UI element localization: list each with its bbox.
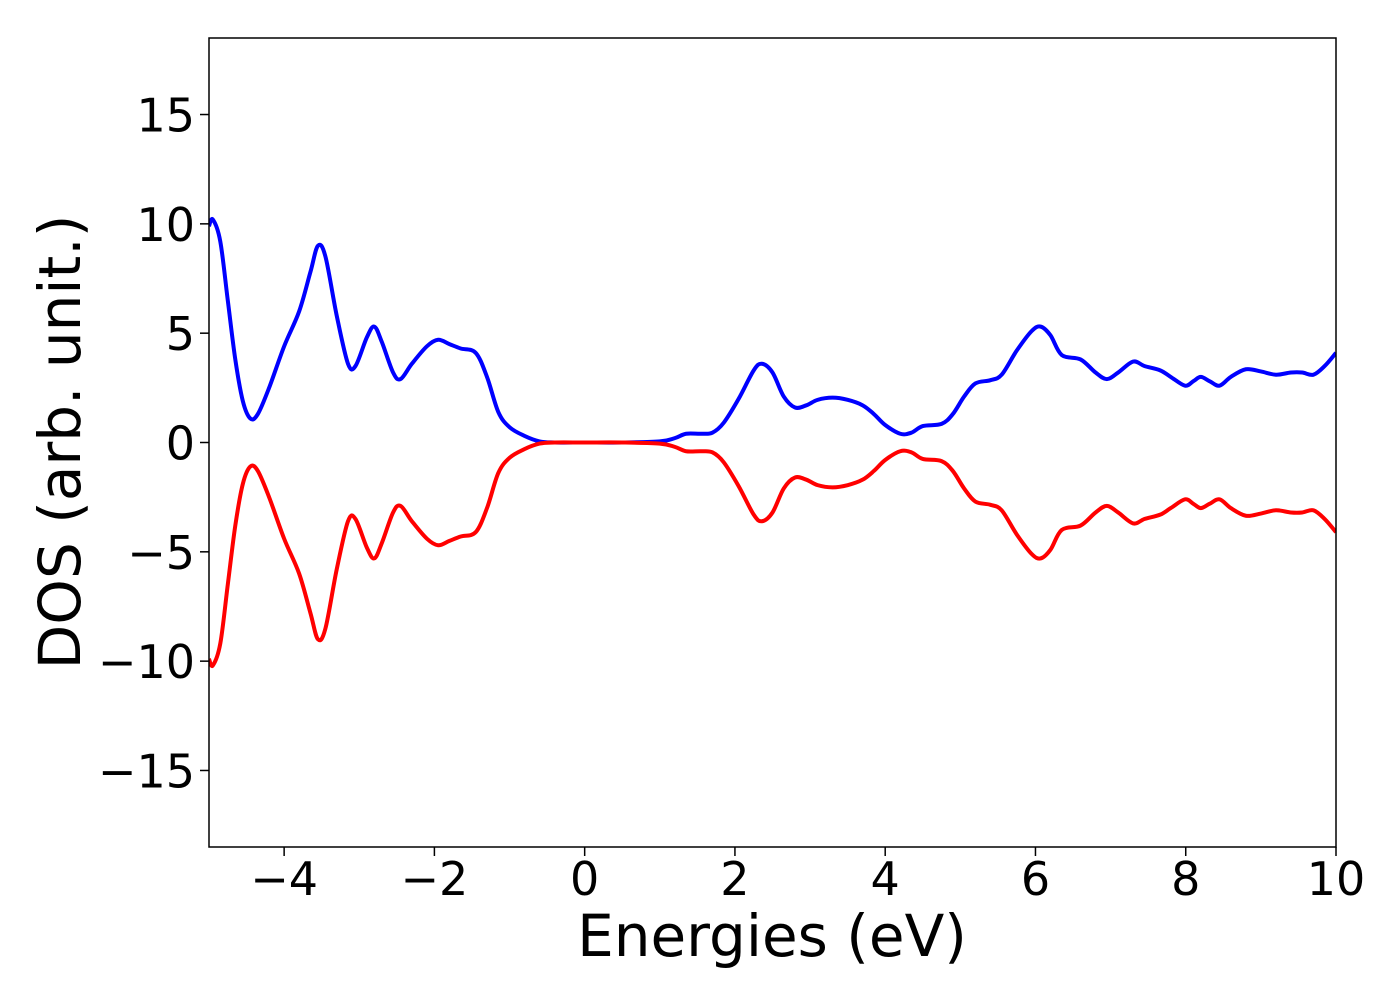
- y-tick-label: −15: [98, 744, 195, 798]
- y-tick-label: 15: [136, 89, 195, 143]
- x-tick-label: 4: [871, 852, 900, 906]
- x-axis-label: Energies (eV): [577, 902, 967, 970]
- y-tick-label: 5: [166, 307, 195, 361]
- x-tick-label: 10: [1307, 852, 1366, 906]
- x-tick-label: 0: [570, 852, 599, 906]
- line-series: [209, 216, 1336, 445]
- y-tick-label: −5: [127, 526, 195, 580]
- plot-frame: [208, 37, 1337, 848]
- x-tick-label: 6: [1021, 852, 1050, 906]
- x-tick-label: −4: [250, 852, 318, 906]
- y-tick-label: 0: [166, 417, 195, 471]
- y-tick-label: −10: [98, 635, 195, 689]
- x-tick-label: −2: [400, 852, 468, 906]
- y-tick-label: 10: [136, 198, 195, 252]
- x-tick-label: 8: [1171, 852, 1200, 906]
- line-series: [209, 440, 1336, 669]
- y-axis-label: DOS (arb. unit.): [26, 215, 94, 670]
- x-tick-label: 2: [720, 852, 749, 906]
